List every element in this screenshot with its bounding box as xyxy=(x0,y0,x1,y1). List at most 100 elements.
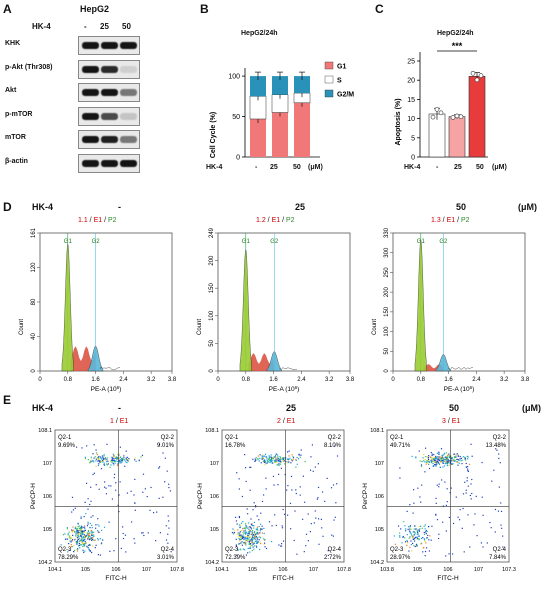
d-ytick-label: 50 xyxy=(384,347,390,354)
scatter-point xyxy=(92,537,93,538)
scatter-point xyxy=(87,509,88,510)
e-xlabel: FITC-H xyxy=(437,575,459,582)
scatter-point xyxy=(91,552,92,553)
scatter-point xyxy=(253,525,254,526)
cell-cycle-histogram: 0501001502002503003300 0.8 1.6 2.4 3.2 3.8Cou… xyxy=(363,228,535,396)
scatter-point xyxy=(419,526,420,527)
scatter-point xyxy=(242,537,243,538)
scatter-point xyxy=(422,528,423,529)
scatter-point xyxy=(243,537,244,538)
scatter-point xyxy=(467,466,468,467)
scatter-point xyxy=(239,516,240,517)
scatter-point xyxy=(324,501,325,502)
scatter-point xyxy=(470,483,471,484)
scatter-point xyxy=(94,473,95,474)
scatter-point xyxy=(482,546,483,547)
scatter-point xyxy=(89,539,90,540)
d-xtick-label: 0 xyxy=(391,377,395,383)
scatter-point xyxy=(250,527,251,528)
scatter-point xyxy=(476,496,477,497)
scatter-point xyxy=(425,531,426,532)
scatter-point xyxy=(466,490,467,491)
scatter-point xyxy=(432,455,433,456)
scatter-point xyxy=(432,463,433,464)
d-ytick-label: 150 xyxy=(384,306,390,317)
scatter-point xyxy=(150,487,151,488)
cell-cycle-histogram: 040801201610 0.8 1.6 2.4 3.2 3.8CountPE-A (10… xyxy=(10,228,182,396)
scatter-point xyxy=(260,513,261,514)
scatter-point xyxy=(438,456,439,457)
scatter-point xyxy=(89,527,90,528)
scatter-point xyxy=(78,536,79,537)
scatter-point xyxy=(257,459,258,460)
scatter-point xyxy=(468,471,469,472)
blot-band xyxy=(120,160,137,167)
scatter-point xyxy=(86,483,87,484)
scatter-point xyxy=(402,537,403,538)
panel-label-e: E xyxy=(3,393,11,407)
scatter-point xyxy=(67,538,68,539)
scatter-point xyxy=(89,545,90,546)
scatter-point xyxy=(97,518,98,519)
e-xtick-label: 104.1 xyxy=(215,567,229,573)
scatter-point xyxy=(318,463,319,464)
scatter-point xyxy=(69,535,70,536)
scatter-point xyxy=(443,458,444,459)
scatter-point xyxy=(452,460,453,461)
scatter-point xyxy=(120,481,121,482)
scatter-point xyxy=(125,535,126,536)
scatter-point xyxy=(399,537,400,538)
scatter-point xyxy=(300,486,301,487)
scatter-point xyxy=(124,460,125,461)
scatter-point xyxy=(445,457,446,458)
scatter-point xyxy=(166,525,167,526)
b-ytick-label: 0 xyxy=(236,155,240,162)
scatter-point xyxy=(264,462,265,463)
scatter-point xyxy=(87,538,88,539)
scatter-point xyxy=(83,550,84,551)
scatter-point xyxy=(242,536,243,537)
scatter-point xyxy=(452,457,453,458)
scatter-point xyxy=(411,544,412,545)
scatter-point xyxy=(90,539,91,540)
scatter-point xyxy=(251,538,252,539)
scatter-point xyxy=(428,539,429,540)
scatter-point xyxy=(92,546,93,547)
scatter-point xyxy=(136,461,137,462)
scatter-point xyxy=(419,450,420,451)
scatter-point xyxy=(407,511,408,512)
scatter-point xyxy=(167,543,168,544)
scatter-point xyxy=(77,537,78,538)
scatter-point xyxy=(69,537,70,538)
quadrant-q4-value: 7.84% xyxy=(489,555,507,561)
scatter-point xyxy=(289,451,290,452)
scatter-point xyxy=(441,479,442,480)
scatter-point xyxy=(293,457,294,458)
scatter-point xyxy=(435,462,436,463)
panel-c-treatment: HK-4 xyxy=(404,164,420,171)
scatter-point xyxy=(86,546,87,547)
scatter-point xyxy=(147,496,148,497)
scatter-point xyxy=(291,459,292,460)
scatter-point xyxy=(93,458,94,459)
scatter-point xyxy=(411,533,412,534)
scatter-point xyxy=(263,458,264,459)
scatter-point xyxy=(264,546,265,547)
d-ytick-label: 120 xyxy=(31,262,37,273)
scatter-point xyxy=(438,486,439,487)
scatter-point xyxy=(337,455,338,456)
d-xtick-label: 2.4 xyxy=(297,377,306,383)
scatter-point xyxy=(259,536,260,537)
scatter-point xyxy=(92,474,93,475)
scatter-point xyxy=(101,458,102,459)
scatter-point xyxy=(93,540,94,541)
panel-c-unit: (μM) xyxy=(492,164,507,171)
scatter-point xyxy=(414,534,415,535)
scatter-point xyxy=(431,540,432,541)
e-ytick-label: 108.1 xyxy=(370,428,384,434)
scatter-point xyxy=(467,458,468,459)
quadrant-q1-value: 9.69% xyxy=(58,443,76,449)
scatter-point xyxy=(315,466,316,467)
scatter-point xyxy=(85,457,86,458)
scatter-frame xyxy=(222,430,344,562)
